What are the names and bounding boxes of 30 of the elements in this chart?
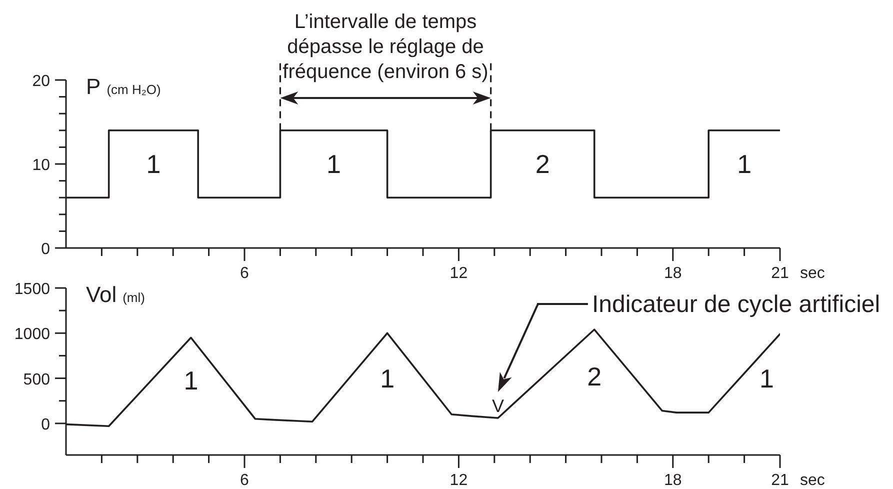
annotation: Indicateur de cycle artificiel [592,290,880,318]
x-tick-label: 6 [240,265,250,282]
annotation: 1 [760,364,774,394]
annotation: 2 [587,361,602,392]
x-tick-label: 18 [664,265,682,282]
x-tick-label: 12 [450,265,468,282]
annotation: 1 [326,149,341,179]
y-tick-label: 1000 [14,326,50,344]
annotation: 1 [380,363,395,394]
x-axis-title: sec [800,265,825,282]
annotation: 1 [737,149,752,179]
y-tick-label: 20 [32,73,50,90]
annotation: V [492,396,504,416]
y-tick-label: 1500 [14,281,50,298]
annotation: 2 [535,149,550,179]
y-axis-title: Vol (ml) [86,282,145,307]
x-tick-label: 6 [240,472,250,489]
annotation: 1 [184,366,198,396]
x-tick-label: 12 [450,472,468,489]
y-tick-label: 500 [23,371,50,388]
y-axis-title: P (cm H₂O) [86,74,161,99]
annotation: L’intervalle de temps dépasse le réglage de fréquence (environ 6 s) [282,11,488,83]
x-axis-title: sec [800,472,825,489]
y-tick-label: 0 [41,416,50,434]
y-tick-label: 10 [32,157,50,174]
x-tick-label: 21 [771,472,789,489]
x-tick-label: 21 [771,265,789,282]
x-tick-label: 18 [664,472,682,489]
annotation: 1 [146,149,161,179]
y-tick-label: 0 [41,241,50,258]
